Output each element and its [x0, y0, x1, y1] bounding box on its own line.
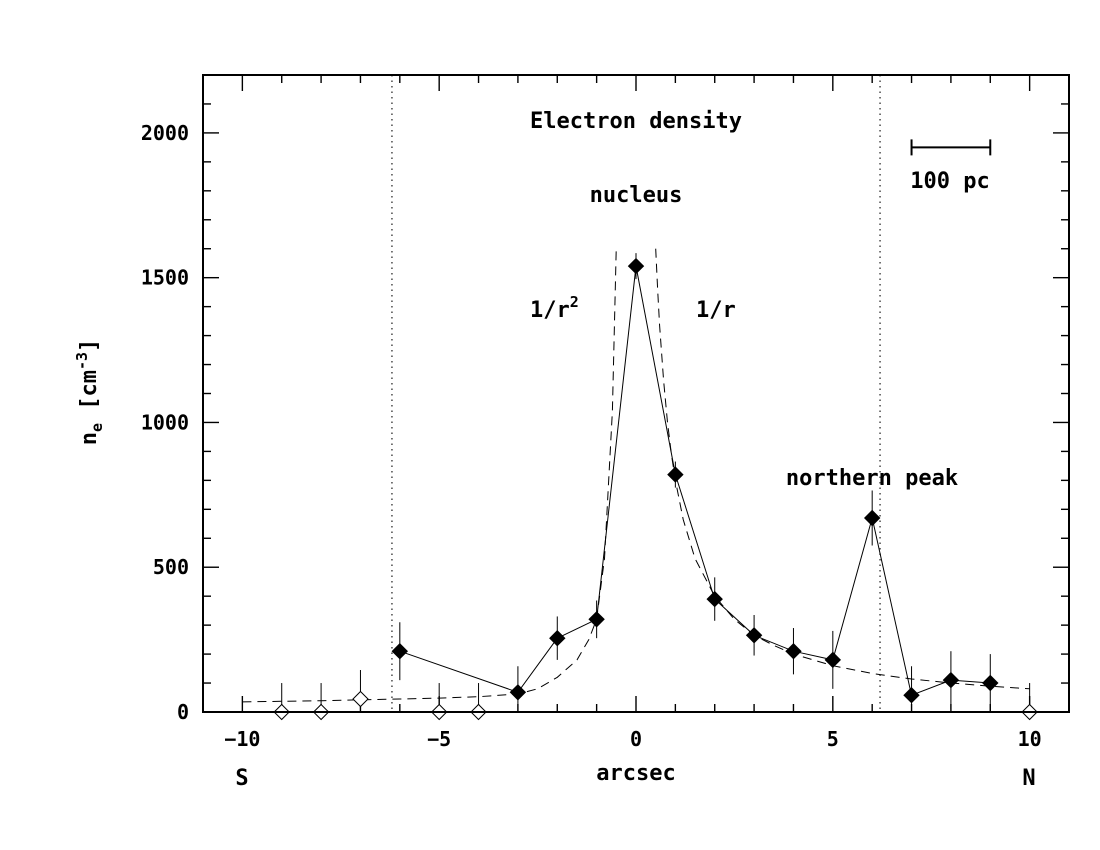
tick-labels: −10 −5 0 5 10 0 500 1000 1500 2000: [141, 121, 1042, 751]
model-curve: [242, 245, 1030, 703]
reference-lines: [391, 75, 881, 712]
x-tick-label: 0: [630, 727, 642, 751]
data-point-filled: [627, 257, 645, 275]
end-label-left: S: [235, 766, 248, 791]
data-point-filled: [509, 684, 527, 701]
model-curve-right-branch: [655, 248, 1030, 690]
y-tick-label: 2000: [141, 121, 189, 145]
y-axis-label: ne [cm-3]: [73, 339, 106, 446]
data-point-filled: [391, 642, 409, 660]
x-tick-label: −10: [224, 727, 260, 751]
scale-bar-label: 100 pc: [910, 169, 989, 194]
data-point-filled: [745, 627, 763, 644]
end-label-right: N: [1022, 766, 1035, 791]
x-axis-label: arcsec: [596, 761, 675, 786]
data-point-filled: [942, 671, 960, 689]
data-point-filled: [982, 674, 999, 692]
data-point-filled: [785, 642, 802, 660]
x-tick-label: −5: [427, 727, 451, 751]
annotation-inverse-r-squared: 1/r2: [530, 293, 579, 323]
data-point-filled: [863, 509, 881, 527]
data-point-filled: [903, 686, 920, 704]
data-point-filled: [824, 651, 842, 669]
scale-bar: [910, 139, 992, 156]
data-point-filled: [588, 611, 605, 628]
x-tick-label: 10: [1018, 727, 1042, 751]
annotation-inverse-r: 1/r: [696, 298, 736, 323]
y-tick-label: 0: [177, 700, 189, 724]
annotation-nucleus: nucleus: [590, 183, 683, 208]
data-point-filled: [549, 629, 566, 647]
annotation-northern-peak: northern peak: [786, 466, 958, 491]
chart-title: Electron density: [530, 109, 742, 134]
plot-frame: [202, 74, 1070, 713]
data-connecting-line: [399, 266, 991, 696]
y-tick-label: 1500: [141, 266, 189, 290]
data-point-open: [352, 690, 369, 708]
x-tick-label: 5: [827, 727, 839, 751]
data-point-filled: [667, 466, 684, 483]
y-tick-label: 500: [153, 555, 189, 579]
y-tick-label: 1000: [141, 410, 189, 434]
data-point-filled: [706, 590, 723, 608]
model-curve-left-branch: [242, 245, 617, 703]
